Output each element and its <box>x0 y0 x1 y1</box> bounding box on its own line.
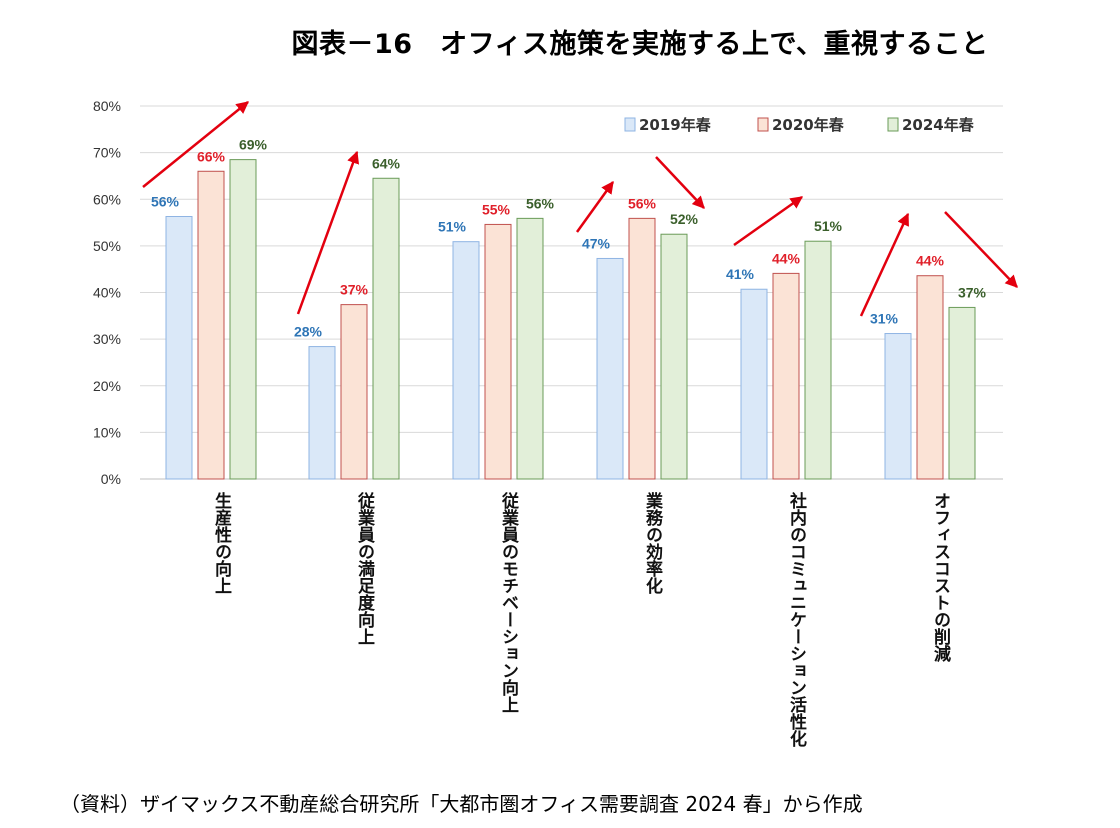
bar <box>804 240 832 480</box>
legend-swatch <box>887 117 899 132</box>
bar <box>884 333 912 480</box>
bar <box>484 223 512 480</box>
data-label: 51% <box>814 218 843 234</box>
category-label: 従業員の満足度向上 <box>354 491 376 645</box>
y-tick-label: 20% <box>93 378 121 394</box>
data-label: 37% <box>340 282 369 298</box>
trend-arrow <box>296 150 360 315</box>
bar <box>772 272 800 480</box>
data-label: 56% <box>151 194 180 210</box>
legend-swatch <box>624 117 636 132</box>
data-label: 31% <box>870 311 899 327</box>
bar <box>197 170 225 480</box>
y-tick-label: 80% <box>93 98 121 114</box>
bar <box>372 177 400 480</box>
category-label: 社内のコミュニケーション活性化 <box>786 491 808 747</box>
legend-label: 2024年春 <box>902 116 974 134</box>
bar <box>516 217 544 480</box>
y-tick-label: 60% <box>93 191 121 207</box>
category-label: オフィスコストの削減 <box>930 492 951 663</box>
bar <box>740 288 768 480</box>
data-label: 56% <box>526 195 555 211</box>
legend-label: 2020年春 <box>772 116 844 134</box>
category-label: 従業員のモチベーション向上 <box>498 491 520 713</box>
data-label: 56% <box>628 195 657 211</box>
trend-arrows <box>142 101 1018 317</box>
trend-arrow <box>142 101 249 188</box>
bar <box>660 233 688 480</box>
category-label: 生産性の向上 <box>211 491 232 594</box>
data-label: 64% <box>372 155 401 171</box>
bar <box>916 275 944 480</box>
bar-chart: 0% 10% 20% 30% 40% 50% 60% 70% 80% 56% 66% 69% 28% 3… <box>93 98 1018 747</box>
y-tick-label: 70% <box>93 145 121 161</box>
bar <box>165 216 193 480</box>
data-label: 44% <box>772 250 801 266</box>
y-tick-label: 40% <box>93 285 121 301</box>
bar <box>452 241 480 480</box>
bar <box>229 159 257 480</box>
data-label: 66% <box>197 148 226 164</box>
trend-arrow <box>733 195 804 247</box>
data-labels: 56% 66% 69% 28% 37% 64% 51% 55% 56% 47% 56% 52% 41% 4… <box>151 137 987 340</box>
y-tick-label: 30% <box>93 331 121 347</box>
data-label: 52% <box>670 211 699 227</box>
category-label: 業務の効率化 <box>642 491 663 594</box>
data-label: 28% <box>294 324 323 340</box>
trend-arrow <box>575 180 615 233</box>
source-note: （資料）ザイマックス不動産総合研究所「大都市圏オフィス需要調査 2024 春」か… <box>60 792 863 816</box>
bar <box>340 304 368 480</box>
page-title: 図表－16 オフィス施策を実施する上で、重視すること <box>291 29 989 60</box>
legend-swatch <box>757 117 769 132</box>
legend-label: 2019年春 <box>639 116 711 134</box>
legend: 2019年春 2020年春 2024年春 <box>624 116 974 134</box>
bar <box>948 306 976 480</box>
trend-arrow <box>944 211 1018 288</box>
data-label: 44% <box>916 253 945 269</box>
bars <box>165 159 976 480</box>
data-label: 47% <box>582 235 611 251</box>
data-label: 37% <box>958 284 987 300</box>
data-label: 69% <box>239 137 268 153</box>
trend-arrow <box>859 212 910 317</box>
category-labels: 生産性の向上 従業員の満足度向上 従業員のモチベーション向上 業務の効率化 社内のコミュ… <box>211 491 951 747</box>
gridlines: 0% 10% 20% 30% 40% 50% 60% 70% 80% <box>93 98 1003 487</box>
bar <box>628 217 656 480</box>
y-tick-label: 50% <box>93 238 121 254</box>
bar <box>596 257 624 480</box>
bar <box>308 346 336 480</box>
data-label: 41% <box>726 266 755 282</box>
y-tick-label: 0% <box>101 471 121 487</box>
data-label: 51% <box>438 219 467 235</box>
trend-arrow <box>655 156 705 209</box>
y-tick-label: 10% <box>93 424 121 440</box>
data-label: 55% <box>482 201 511 217</box>
